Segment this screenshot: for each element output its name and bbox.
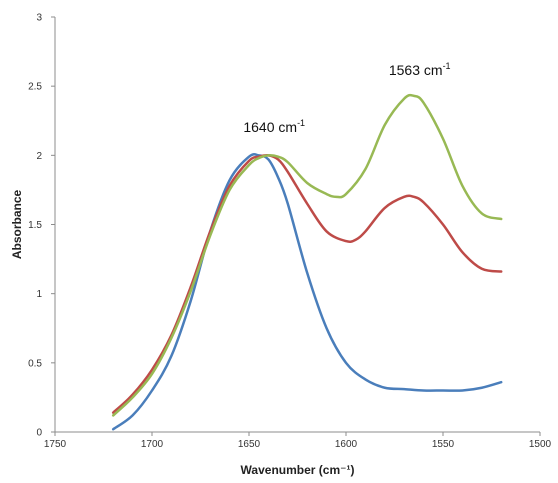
x-tick-label: 1650 — [238, 439, 261, 450]
y-tick-label: 0.5 — [28, 358, 42, 369]
y-axis-ticks: 0 0.5 1 1.5 2 2.5 3 — [28, 13, 55, 439]
y-tick-label: 2.5 — [28, 82, 42, 93]
series-line-red — [111, 153, 503, 414]
x-tick-label: 1700 — [141, 439, 164, 450]
series-line-blue — [111, 153, 503, 431]
y-tick-label: 3 — [36, 13, 42, 24]
x-tick-label: 1750 — [44, 439, 67, 450]
x-tick-label: 1500 — [529, 439, 552, 450]
y-tick-label: 0 — [36, 428, 42, 439]
series-layer — [111, 93, 503, 431]
axes: 1750 1700 1650 1600 1550 1500 0 0.5 1 1.5 2 2.5 3 — [28, 13, 551, 451]
y-tick-label: 1 — [36, 289, 42, 300]
x-axis-title: Wavenumber (cm⁻¹) — [241, 463, 355, 477]
peak-label: 1640 cm-1 — [243, 118, 305, 135]
peak-label: 1563 cm-1 — [389, 61, 451, 78]
y-axis-title: Absorbance — [10, 190, 24, 260]
x-tick-label: 1600 — [335, 439, 358, 450]
series-line-green — [111, 93, 503, 417]
x-axis-ticks: 1750 1700 1650 1600 1550 1500 — [44, 432, 552, 450]
y-tick-label: 1.5 — [28, 220, 42, 231]
y-tick-label: 2 — [36, 151, 42, 162]
peak-annotations: 1640 cm-1 1563 cm-1 — [243, 61, 450, 135]
x-tick-label: 1550 — [432, 439, 455, 450]
